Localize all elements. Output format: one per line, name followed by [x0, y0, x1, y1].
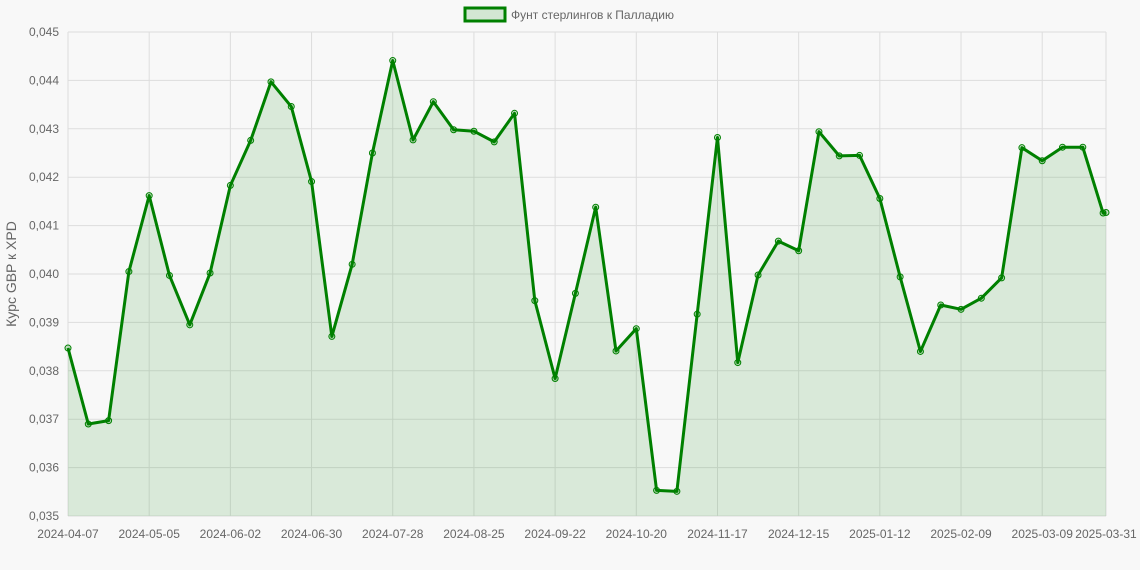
y-tick-label: 0,040	[29, 267, 59, 281]
y-tick-label: 0,038	[29, 364, 59, 378]
data-point[interactable]	[977, 294, 985, 302]
data-point[interactable]	[592, 203, 600, 211]
y-tick-label: 0,044	[29, 73, 59, 87]
series-area	[68, 60, 1106, 517]
data-point[interactable]	[429, 98, 437, 106]
x-tick-label: 2025-02-09	[930, 527, 992, 541]
x-tick-label: 2025-03-31	[1075, 527, 1137, 541]
data-point[interactable]	[348, 260, 356, 268]
data-point[interactable]	[247, 136, 255, 144]
y-tick-label: 0,036	[29, 461, 59, 475]
x-tick-label: 2024-10-20	[606, 527, 668, 541]
data-point[interactable]	[551, 375, 559, 383]
grid	[67, 31, 1107, 517]
data-point[interactable]	[754, 271, 762, 279]
x-tick-label: 2024-07-28	[362, 527, 424, 541]
data-point[interactable]	[125, 268, 133, 276]
data-point[interactable]	[368, 149, 376, 157]
data-point[interactable]	[267, 78, 275, 86]
data-point[interactable]	[186, 321, 194, 329]
x-tick-label: 2024-05-05	[118, 527, 180, 541]
y-tick-label: 0,043	[29, 122, 59, 136]
x-tick-label: 2024-06-30	[281, 527, 343, 541]
data-point[interactable]	[328, 332, 336, 340]
legend[interactable]: Фунт стерлингов к Палладию	[463, 6, 674, 23]
data-point[interactable]	[470, 127, 478, 135]
y-tick-label: 0,041	[29, 219, 59, 233]
x-tick-label: 2025-03-09	[1012, 527, 1074, 541]
data-point[interactable]	[916, 347, 924, 355]
data-point[interactable]	[1102, 209, 1110, 217]
y-tick-label: 0,035	[29, 509, 59, 523]
x-tick-label: 2024-12-15	[768, 527, 830, 541]
x-tick-label: 2024-11-17	[687, 527, 748, 541]
x-tick-label: 2025-01-12	[849, 527, 911, 541]
data-point[interactable]	[673, 487, 681, 495]
data-point[interactable]	[957, 305, 965, 313]
data-point[interactable]	[734, 359, 742, 367]
x-tick-label: 2024-09-22	[524, 527, 586, 541]
x-axis-ticks: 2024-04-07 2024-05-05 2024-06-02 2024-06-30…	[37, 527, 1137, 541]
data-point[interactable]	[653, 486, 661, 494]
data-point[interactable]	[612, 347, 620, 355]
data-point[interactable]	[165, 271, 173, 279]
data-point[interactable]	[409, 136, 417, 144]
data-point[interactable]	[713, 134, 721, 142]
data-point[interactable]	[795, 247, 803, 255]
y-tick-label: 0,037	[29, 412, 59, 426]
data-point[interactable]	[876, 194, 884, 202]
data-point[interactable]	[531, 297, 539, 305]
data-point[interactable]	[206, 269, 214, 277]
series-line	[66, 59, 1107, 493]
data-point[interactable]	[835, 152, 843, 160]
data-point[interactable]	[511, 109, 519, 117]
data-point[interactable]	[856, 151, 864, 159]
data-point[interactable]	[896, 273, 904, 281]
y-tick-label: 0,045	[29, 25, 59, 39]
data-point[interactable]	[287, 103, 295, 111]
data-point[interactable]	[389, 57, 397, 65]
data-point[interactable]	[1079, 143, 1087, 151]
data-point[interactable]	[105, 417, 113, 425]
data-point[interactable]	[937, 301, 945, 309]
legend-label[interactable]: Фунт стерлингов к Палладию	[511, 8, 674, 22]
data-point[interactable]	[226, 181, 234, 189]
x-tick-label: 2024-08-25	[443, 527, 505, 541]
data-point[interactable]	[450, 126, 458, 134]
data-point[interactable]	[774, 237, 782, 245]
data-point[interactable]	[693, 310, 701, 318]
data-point[interactable]	[308, 178, 316, 186]
data-point[interactable]	[1038, 157, 1046, 165]
data-point[interactable]	[1018, 144, 1026, 152]
x-tick-label: 2024-06-02	[200, 527, 262, 541]
data-point[interactable]	[84, 420, 92, 428]
data-point[interactable]	[1059, 143, 1067, 151]
data-point[interactable]	[998, 274, 1006, 282]
data-point[interactable]	[815, 128, 823, 136]
x-tick-label: 2024-04-07	[37, 527, 99, 541]
y-tick-label: 0,039	[29, 315, 59, 329]
data-point[interactable]	[571, 289, 579, 297]
y-axis-ticks: 0,035 0,036 0,037 0,038 0,039 0,040 0,041 0,042…	[29, 25, 59, 523]
y-axis-title: Курс GBP к XPD	[3, 221, 19, 327]
legend-swatch[interactable]	[463, 6, 507, 23]
data-point[interactable]	[64, 344, 72, 352]
y-tick-label: 0,042	[29, 170, 59, 184]
data-point[interactable]	[632, 325, 640, 333]
data-point[interactable]	[145, 192, 153, 200]
data-points	[64, 57, 1110, 495]
data-point[interactable]	[490, 138, 498, 146]
